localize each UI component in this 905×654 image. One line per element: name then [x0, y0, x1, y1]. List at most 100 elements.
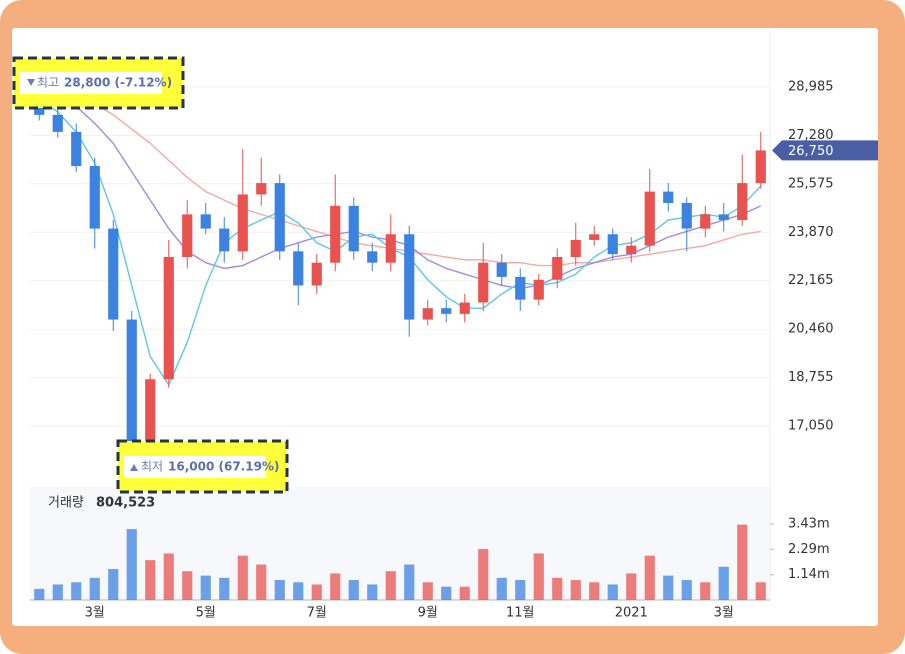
volume-tick-label: 2.29m: [788, 542, 830, 557]
candle-body: [478, 262, 489, 303]
candle-body: [330, 205, 341, 263]
volume-bar: [515, 580, 526, 600]
candle-body: [52, 114, 63, 132]
candle-body: [681, 202, 692, 229]
candle-body: [367, 251, 378, 263]
volume-bar: [663, 575, 674, 600]
y-tick-label: 23,870: [788, 225, 834, 240]
high-text: 28,800 (-7.12%): [64, 76, 172, 90]
candle-body: [515, 276, 526, 300]
x-tick-label: 5월: [196, 606, 216, 621]
volume-last: 804,523: [96, 496, 155, 511]
volume-bar: [589, 582, 600, 600]
volume-bar: [256, 564, 267, 600]
candle-body: [441, 308, 452, 314]
x-tick-label: 9월: [418, 606, 438, 621]
volume-bar: [441, 586, 452, 600]
volume-bar: [311, 584, 322, 600]
plot: 17,050 18,755 20,460 22,165 23,870 25,575 27,2…: [30, 71, 878, 621]
candle-body: [256, 183, 267, 195]
volume-bar: [126, 529, 137, 600]
volume-bar: [737, 524, 748, 600]
y-tick-label: 18,755: [788, 370, 834, 385]
volume-bar: [219, 577, 230, 600]
candle-body: [737, 183, 748, 221]
volume-bar: [404, 564, 415, 600]
volume-bar: [52, 584, 63, 600]
moving-average: [38, 97, 762, 387]
candle-body: [404, 234, 415, 320]
candle-body: [182, 214, 193, 258]
y-tick-label: 20,460: [788, 322, 834, 337]
volume-bar: [496, 577, 507, 600]
volume-bar: [293, 582, 304, 600]
volume-bar: [755, 582, 766, 600]
candle-body: [274, 183, 285, 252]
candle-body: [145, 379, 156, 442]
volume-bar: [330, 573, 341, 600]
candle-body: [422, 308, 433, 320]
candle-body: [237, 194, 248, 252]
x-tick-label: 2021: [615, 606, 648, 621]
low-text: 16,000 (67.19%): [168, 460, 279, 474]
low-name: 최저: [141, 460, 163, 474]
candle-body: [200, 214, 211, 229]
annotation-bg: [20, 72, 162, 94]
candle-body: [570, 239, 581, 258]
candle-body: [755, 150, 766, 184]
volume-bar: [237, 555, 248, 600]
candle-body: [589, 234, 600, 240]
candle-body: [89, 166, 100, 229]
candle-body: [219, 228, 230, 252]
volume-tick-label: 3.43m: [788, 517, 830, 532]
volume-bar: [163, 553, 174, 600]
candle-body: [533, 279, 544, 300]
volume-label: 거래량: [48, 496, 84, 511]
candle-body: [126, 319, 137, 442]
y-tick-label: 17,050: [788, 419, 834, 434]
volume-bar: [200, 575, 211, 600]
annotation-bg: [124, 456, 266, 478]
volume-bar: [89, 577, 100, 600]
candle-body: [700, 214, 711, 229]
candle-body: [108, 228, 119, 320]
moving-average: [38, 71, 761, 267]
volume-bar: [718, 566, 729, 600]
y-tick-label: 28,985: [788, 79, 834, 94]
x-tick-label: 7월: [307, 606, 327, 621]
y-tick-label: 22,165: [788, 273, 834, 288]
candle-body: [311, 262, 322, 286]
high-name: 최고: [37, 76, 59, 90]
candle-body: [626, 245, 637, 255]
volume-bar: [459, 586, 470, 600]
down-icon: [27, 79, 35, 86]
volume-bar: [182, 571, 193, 600]
x-tick-label: 3월: [714, 606, 734, 621]
candle-body: [459, 302, 470, 314]
price-tag-label: 26,750: [788, 144, 834, 159]
volume-bar: [145, 560, 156, 600]
candle-body: [607, 234, 618, 255]
volume-bar: [71, 582, 82, 600]
candle-body: [293, 251, 304, 286]
volume-bar: [34, 588, 45, 600]
up-icon: [130, 464, 138, 471]
volume-bar: [607, 584, 618, 600]
candle-body: [163, 257, 174, 380]
volume-bar: [570, 580, 581, 600]
volume-bar: [274, 580, 285, 600]
candle-body: [385, 234, 396, 263]
volume-bar: [478, 549, 489, 600]
volume-bar: [626, 573, 637, 600]
moving-average: [38, 85, 762, 289]
x-tick-label: 11월: [506, 606, 535, 621]
candle-body: [552, 257, 563, 280]
volume-bar: [348, 580, 359, 600]
candle-body: [71, 131, 82, 167]
volume-bar: [552, 577, 563, 600]
candle-body: [496, 262, 507, 277]
volume-bar: [385, 571, 396, 600]
volume-bar: [700, 582, 711, 600]
